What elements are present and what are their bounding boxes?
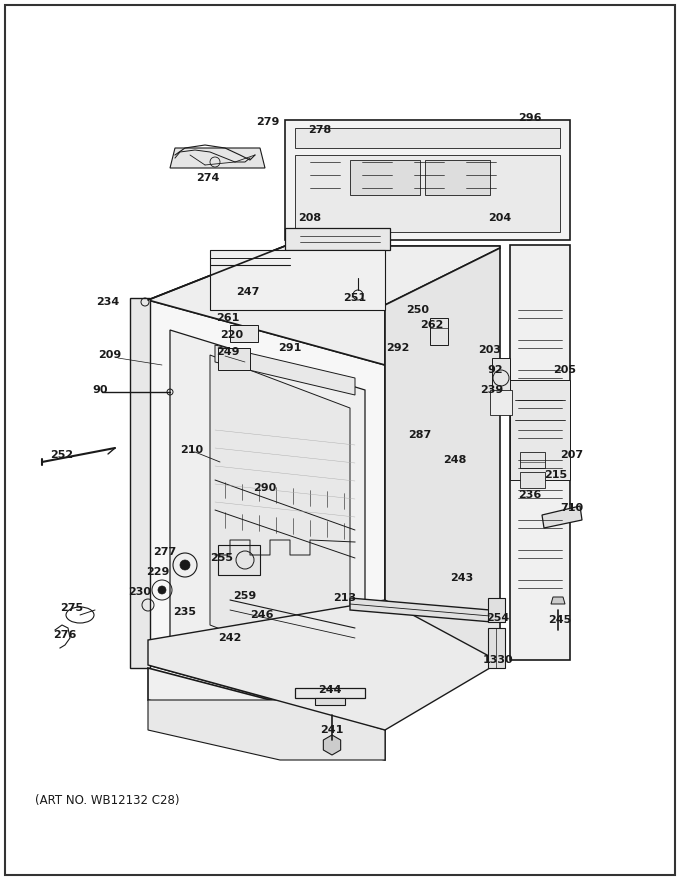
Polygon shape xyxy=(285,228,390,250)
Polygon shape xyxy=(148,246,500,365)
Polygon shape xyxy=(170,148,265,168)
Polygon shape xyxy=(350,160,420,195)
Text: 261: 261 xyxy=(216,313,239,323)
Polygon shape xyxy=(218,545,260,575)
Text: 274: 274 xyxy=(197,173,220,183)
Text: 234: 234 xyxy=(97,297,120,307)
Polygon shape xyxy=(170,330,365,702)
Text: 291: 291 xyxy=(278,343,302,353)
Text: 278: 278 xyxy=(308,125,332,135)
Polygon shape xyxy=(230,325,258,342)
Polygon shape xyxy=(520,452,545,468)
Polygon shape xyxy=(295,128,560,148)
Text: 287: 287 xyxy=(409,430,432,440)
Text: 229: 229 xyxy=(146,567,170,577)
Polygon shape xyxy=(148,700,385,760)
Circle shape xyxy=(180,560,190,570)
Text: 259: 259 xyxy=(233,591,256,601)
Text: 236: 236 xyxy=(518,490,542,500)
Text: 209: 209 xyxy=(99,350,122,360)
Polygon shape xyxy=(295,155,560,232)
Text: 235: 235 xyxy=(173,607,197,617)
Polygon shape xyxy=(130,298,150,668)
Text: 247: 247 xyxy=(237,287,260,297)
Text: 213: 213 xyxy=(333,593,356,603)
Polygon shape xyxy=(148,600,500,730)
Polygon shape xyxy=(148,246,500,302)
Text: 251: 251 xyxy=(343,293,367,303)
Text: 205: 205 xyxy=(554,365,577,375)
Text: 246: 246 xyxy=(250,610,274,620)
Text: 1330: 1330 xyxy=(483,655,513,665)
Polygon shape xyxy=(551,597,565,604)
Polygon shape xyxy=(492,358,510,400)
Polygon shape xyxy=(510,380,570,480)
Polygon shape xyxy=(350,598,492,622)
Polygon shape xyxy=(215,345,355,395)
Text: 230: 230 xyxy=(129,587,152,597)
Text: 210: 210 xyxy=(180,445,203,455)
Text: 277: 277 xyxy=(154,547,177,557)
Text: 203: 203 xyxy=(479,345,502,355)
Text: 254: 254 xyxy=(486,613,509,623)
Text: 245: 245 xyxy=(548,615,572,625)
Polygon shape xyxy=(285,120,570,240)
Polygon shape xyxy=(430,318,448,345)
Text: 244: 244 xyxy=(318,685,342,695)
Text: 710: 710 xyxy=(560,503,583,513)
Text: (ART NO. WB12132 C28): (ART NO. WB12132 C28) xyxy=(35,794,180,806)
Polygon shape xyxy=(295,688,365,698)
Polygon shape xyxy=(488,628,505,668)
Text: 279: 279 xyxy=(256,117,279,127)
Text: 241: 241 xyxy=(320,725,343,735)
Circle shape xyxy=(158,586,166,594)
Text: 276: 276 xyxy=(53,630,77,640)
Text: 242: 242 xyxy=(218,633,241,643)
Text: 290: 290 xyxy=(254,483,277,493)
Text: 252: 252 xyxy=(50,450,73,460)
Text: 249: 249 xyxy=(216,347,240,357)
Text: 208: 208 xyxy=(299,213,322,223)
Text: 207: 207 xyxy=(560,450,583,460)
Polygon shape xyxy=(520,472,545,488)
Text: 262: 262 xyxy=(420,320,443,330)
Polygon shape xyxy=(385,248,500,720)
Text: 250: 250 xyxy=(407,305,430,315)
Text: 255: 255 xyxy=(211,553,233,563)
Text: 243: 243 xyxy=(450,573,474,583)
Text: 292: 292 xyxy=(386,343,409,353)
Text: 248: 248 xyxy=(443,455,466,465)
Text: 92: 92 xyxy=(487,365,503,375)
Polygon shape xyxy=(218,348,250,370)
Polygon shape xyxy=(490,390,512,415)
Text: 239: 239 xyxy=(480,385,504,395)
Text: 220: 220 xyxy=(220,330,243,340)
Polygon shape xyxy=(542,506,582,528)
Text: 204: 204 xyxy=(488,213,511,223)
Polygon shape xyxy=(425,160,490,195)
Polygon shape xyxy=(210,355,350,680)
Polygon shape xyxy=(210,250,385,310)
Polygon shape xyxy=(488,598,505,622)
Polygon shape xyxy=(148,300,385,730)
Polygon shape xyxy=(148,668,385,760)
Text: 275: 275 xyxy=(61,603,84,613)
Text: 215: 215 xyxy=(545,470,568,480)
Polygon shape xyxy=(323,735,341,755)
Text: 90: 90 xyxy=(92,385,107,395)
Text: 296: 296 xyxy=(518,113,542,123)
Polygon shape xyxy=(315,698,345,705)
Polygon shape xyxy=(510,245,570,660)
